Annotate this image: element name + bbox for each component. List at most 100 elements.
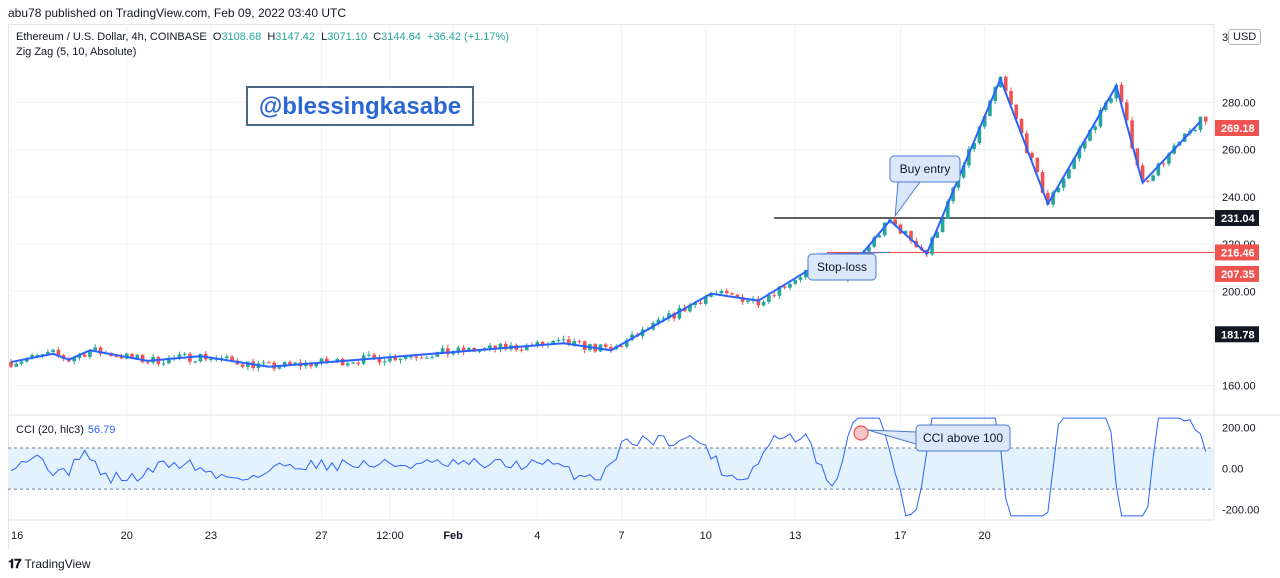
candle-body	[693, 302, 698, 306]
legend-open: 3108.68	[221, 31, 262, 43]
candle-body	[903, 231, 908, 234]
zigzag-polyline	[10, 76, 1202, 368]
candle-body	[1024, 133, 1029, 153]
candle-body	[130, 353, 134, 358]
candle-body	[946, 201, 950, 219]
candle-body	[1167, 153, 1171, 164]
candle-body	[388, 356, 392, 362]
candle-body	[314, 363, 319, 367]
price-tag-label: 181.78	[1221, 329, 1255, 341]
candle-body	[461, 347, 466, 352]
cci-above-100-callout: CCI above 100	[853, 424, 1011, 452]
candle-body	[993, 87, 998, 101]
buy-entry-callout-text: Buy entry	[900, 162, 951, 176]
candle-body	[1072, 158, 1076, 169]
candle-body	[624, 340, 629, 347]
cci-legend-value: 56.79	[87, 424, 116, 436]
candles	[9, 75, 1208, 372]
cci-legend[interactable]: CCI (20, hlc3) 56.79	[16, 424, 115, 436]
candle-body	[1203, 116, 1208, 122]
candle-body	[867, 246, 871, 252]
buy-entry-callout-pointer	[894, 181, 921, 218]
candle-body	[1109, 98, 1113, 103]
price-tag: 231.04	[1215, 210, 1259, 227]
candle-body	[182, 353, 187, 355]
candle-body	[777, 286, 782, 296]
candle-body	[446, 348, 450, 355]
candle-body	[424, 357, 429, 359]
candle-body	[893, 219, 898, 225]
candle-body	[1077, 148, 1082, 159]
candle-body	[1046, 192, 1050, 205]
price-tag-bg	[1215, 210, 1259, 227]
candle-body	[72, 358, 76, 362]
time-tick-label: 16	[11, 530, 23, 542]
time-tick-label: 20	[979, 530, 991, 542]
buy-entry-callout-box	[889, 155, 961, 183]
price-tag-bg	[1215, 265, 1259, 282]
candle-body	[1088, 129, 1092, 141]
cci-legend-name: CCI (20, hlc3)	[16, 424, 84, 436]
legend-change: +36.42 (+1.17%)	[427, 31, 509, 43]
candle-body	[672, 313, 676, 319]
candle-body	[1114, 84, 1119, 99]
tradingview-logo[interactable]: 𝟏𝟕 TradingView	[8, 556, 91, 572]
stop-loss-callout-box	[807, 253, 877, 281]
candle-body	[930, 237, 934, 255]
candle-body	[682, 308, 687, 312]
stop-loss-callout: Stop-loss	[807, 251, 890, 281]
candle-body	[1135, 148, 1140, 166]
candle-body	[267, 362, 271, 364]
cci-callout-pointer	[867, 429, 917, 445]
tradingview-logo-icon: 𝟏𝟕	[8, 556, 22, 571]
time-tick-label: 23	[205, 530, 217, 542]
candle-body	[1093, 126, 1098, 130]
candle-body	[561, 339, 566, 341]
candle-body	[761, 301, 766, 306]
candle-body	[398, 358, 403, 361]
candle-body	[1067, 168, 1071, 179]
candle-body	[909, 231, 913, 241]
legend-close: 3144.64	[381, 31, 421, 43]
candle-body	[724, 290, 729, 294]
cci-callout-text: CCI above 100	[923, 431, 1003, 445]
candle-body	[51, 349, 55, 352]
candle-body	[1098, 109, 1103, 127]
candle-body	[119, 356, 124, 359]
candle-body	[1156, 163, 1161, 176]
candle-body	[240, 364, 245, 367]
candle-body	[367, 354, 371, 356]
candle-body	[498, 343, 503, 350]
candle-body	[551, 341, 555, 344]
candle-body	[135, 354, 140, 358]
candle-body	[688, 305, 692, 312]
candle-body	[56, 349, 61, 356]
candle-body	[972, 143, 976, 150]
candle-body	[146, 362, 150, 364]
price-tag-label: 231.04	[1221, 213, 1256, 225]
candle-body	[277, 366, 282, 369]
candle-body	[419, 357, 424, 359]
candle-body	[772, 295, 776, 297]
candle-body	[393, 356, 398, 361]
candle-body	[951, 187, 955, 202]
candle-body	[998, 76, 1003, 88]
time-tick-label: 13	[789, 530, 801, 542]
candle-body	[519, 349, 524, 351]
candle-body	[261, 362, 266, 364]
grid	[8, 24, 1280, 521]
candle-body	[98, 347, 103, 354]
indicator-legend[interactable]: Zig Zag (5, 10, Absolute)	[16, 46, 137, 58]
candle-body	[1035, 157, 1040, 173]
currency-button[interactable]: USD	[1228, 29, 1262, 45]
candle-body	[746, 300, 750, 302]
candle-body	[451, 352, 455, 355]
chart-frame[interactable]	[8, 24, 1215, 549]
candle-body	[1009, 90, 1013, 105]
candle-body	[767, 295, 771, 302]
candle-body	[293, 362, 298, 364]
candle-body	[351, 362, 355, 364]
candle-body	[540, 341, 545, 346]
legend-high: 3147.42	[275, 31, 316, 43]
